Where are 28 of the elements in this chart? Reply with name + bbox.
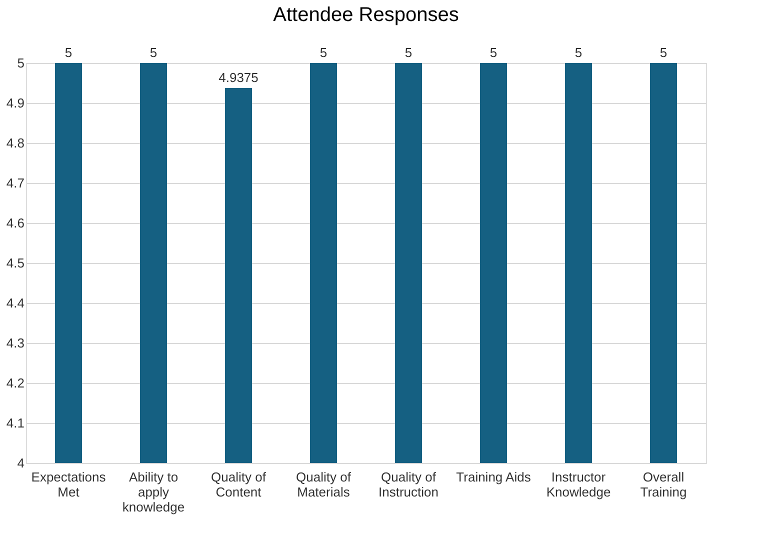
y-tick-label: 4.5 — [6, 256, 24, 270]
x-tick-label: Quality of Instruction — [378, 470, 438, 500]
x-tick-label: Training Aids — [456, 470, 532, 484]
data-label: 5 — [404, 45, 412, 60]
data-label: 5 — [660, 45, 668, 60]
y-tick-label: 5 — [17, 56, 24, 70]
x-tick-label: Expectations Met — [31, 470, 106, 500]
y-tick-label: 4.7 — [6, 176, 24, 190]
x-tick-label: Overall Training — [640, 470, 687, 500]
data-label: 5 — [320, 45, 328, 60]
x-tick-label: Ability to apply knowledge — [122, 470, 185, 514]
y-tick-label: 4.6 — [6, 216, 24, 230]
y-tick-label: 4.3 — [6, 336, 24, 350]
y-tick-label: 4.9 — [6, 96, 24, 110]
data-label: 5 — [574, 45, 582, 60]
chart-title: Attendee Responses — [273, 4, 459, 26]
y-tick-label: 4.2 — [6, 376, 24, 390]
x-tick-label: Quality of Content — [211, 470, 266, 500]
data-label: 5 — [490, 45, 498, 60]
y-tick-label: 4.4 — [6, 296, 24, 310]
data-label: 5 — [64, 45, 72, 60]
data-label: 5 — [150, 45, 158, 60]
y-tick-label: 4 — [17, 456, 24, 470]
x-tick-label: Quality of Materials — [296, 470, 352, 500]
data-label: 4.9375 — [218, 70, 258, 85]
y-tick-label: 4.8 — [6, 136, 24, 150]
y-tick-label: 4.1 — [6, 416, 24, 430]
x-tick-label: Instructor Knowledge — [546, 470, 611, 500]
